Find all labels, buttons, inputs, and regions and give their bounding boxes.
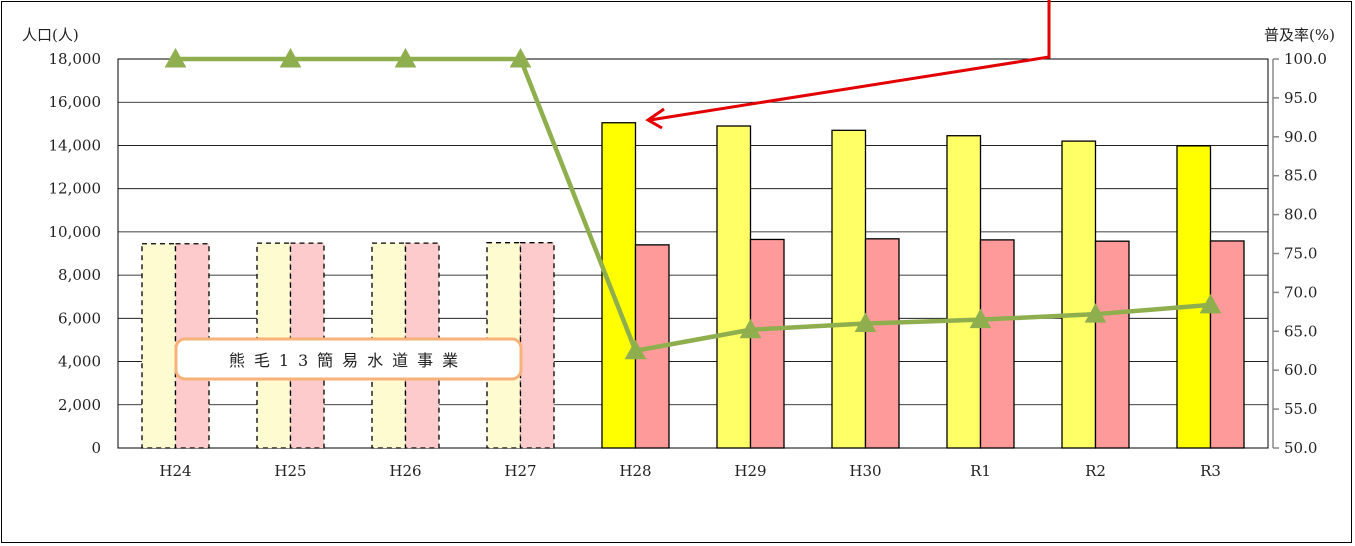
category-label: H30 — [849, 462, 881, 480]
rate-point-marker — [1084, 303, 1107, 323]
right-tick-label: 85.0 — [1284, 167, 1317, 185]
category-label: H29 — [734, 462, 766, 480]
rate-point-marker — [854, 312, 877, 333]
bar-series2 — [864, 238, 900, 449]
rate-line-path — [175, 56, 1211, 353]
rate-point-marker — [969, 308, 992, 329]
left-tick-label: 18,000 — [49, 50, 102, 68]
annotation-label: 熊毛13簡易水道事業 — [174, 337, 523, 381]
category-label: H28 — [619, 462, 651, 480]
rate-point-marker — [624, 339, 647, 360]
plot-area-border — [117, 58, 1269, 449]
left-tick-label: 0 — [91, 439, 101, 457]
callout-arrow-head — [645, 107, 665, 130]
callout-arrow — [645, 0, 1051, 130]
left-tick-label: 4,000 — [58, 353, 101, 371]
right-tick-label: 80.0 — [1284, 206, 1317, 224]
category-label: R3 — [1200, 462, 1221, 480]
right-tick-label: 65.0 — [1284, 322, 1317, 340]
left-axis-label: 人口(人) — [22, 26, 79, 44]
bar-series1 — [831, 129, 867, 449]
left-tick-label: 10,000 — [49, 223, 102, 241]
category-label: H27 — [504, 462, 536, 480]
left-tick-label: 16,000 — [49, 93, 102, 111]
bar-series1 — [1061, 140, 1097, 449]
left-tick-label: 8,000 — [58, 266, 101, 284]
right-tick-label: 50.0 — [1284, 439, 1317, 457]
bar-series2 — [1209, 240, 1245, 449]
right-tick-label: 100.0 — [1284, 50, 1327, 68]
rate-point-marker — [394, 47, 417, 68]
bar-series1 — [1176, 145, 1212, 449]
right-tick-label: 60.0 — [1284, 361, 1317, 379]
annotation-label-border — [174, 337, 523, 381]
bar-series2 — [519, 242, 555, 449]
left-axis-ticks: 0 2,000 4,000 6,000 8,000 10,000 12,000 14,000 1… — [49, 50, 102, 457]
right-tick-label: 55.0 — [1284, 400, 1317, 418]
bar-series2 — [1094, 240, 1130, 449]
left-tick-label: 12,000 — [49, 180, 102, 198]
category-label: H26 — [389, 462, 421, 480]
category-label: R2 — [1085, 462, 1106, 480]
right-tick-label: 70.0 — [1284, 283, 1317, 301]
bar-series1 — [716, 125, 752, 449]
category-labels: H24 H25 H26 H27 H28 H29 H30 R1 R2 R3 — [159, 462, 1221, 480]
rate-point-marker — [164, 47, 187, 68]
rate-point-marker — [1199, 293, 1222, 314]
left-tick-label: 6,000 — [58, 309, 101, 327]
rate-line — [164, 47, 1222, 360]
right-axis-label: 普及率(%) — [1264, 26, 1335, 44]
bar-series1 — [141, 243, 177, 449]
annotation-label-text: 熊毛13簡易水道事業 — [229, 351, 467, 370]
right-axis-ticks: 50.0 55.0 60.0 65.0 70.0 75.0 80.0 85.0 90.0 95.0… — [1272, 50, 1327, 457]
bar-series2 — [979, 239, 1015, 449]
bar-series2 — [749, 238, 785, 449]
rate-point-marker — [279, 47, 302, 68]
category-label: R1 — [970, 462, 991, 480]
category-label: H25 — [274, 462, 306, 480]
rate-point-marker — [509, 47, 532, 68]
left-tick-label: 2,000 — [58, 396, 101, 414]
right-tick-label: 95.0 — [1284, 89, 1317, 107]
rate-point-marker — [739, 318, 762, 339]
callout-arrow-line — [649, 0, 1051, 122]
right-tick-label: 75.0 — [1284, 245, 1317, 263]
left-tick-label: 14,000 — [49, 136, 102, 154]
bar-series1 — [601, 122, 637, 449]
bars — [141, 122, 1245, 449]
bar-series1 — [946, 135, 982, 449]
right-tick-label: 90.0 — [1284, 128, 1317, 146]
category-label: H24 — [159, 462, 191, 480]
